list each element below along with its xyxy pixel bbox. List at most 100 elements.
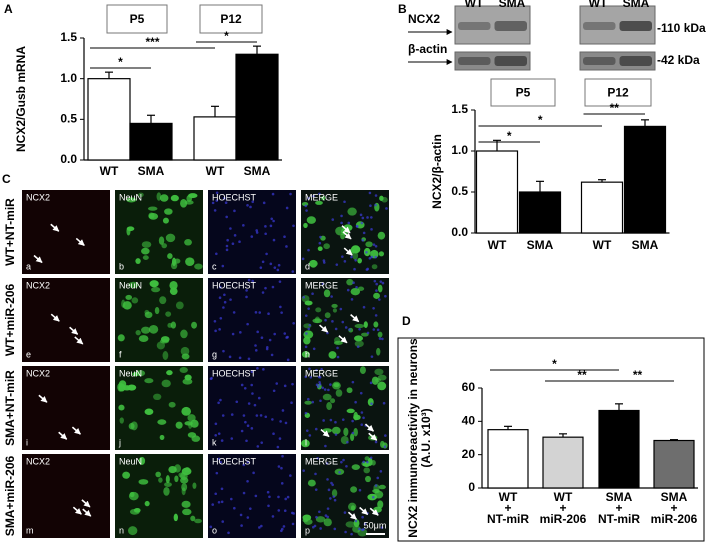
nucleus [360,221,364,225]
nucleus [268,495,271,499]
cell [192,482,197,489]
nucleus [262,368,265,371]
y-axis-label: NCX2/Gusb mRNA [14,46,28,152]
cell [365,475,371,483]
cell [377,381,387,391]
cell [173,513,179,522]
nucleus [220,439,224,442]
nucleus [218,296,222,300]
nucleus [271,418,274,421]
nucleus [240,429,244,433]
nucleus [372,243,376,246]
nucleus [231,332,235,336]
nucleus [351,419,354,423]
nucleus [324,514,328,517]
tile-letter: c [212,261,217,271]
cell [174,475,179,483]
micrograph: HOECHST g [208,278,296,362]
cell [354,323,365,329]
micrograph: NCX2 i [22,366,110,450]
nucleus [375,282,378,286]
nucleus [335,263,339,266]
x-tick-label: SMA [244,164,271,178]
cell [379,195,384,201]
cell [182,508,192,516]
nucleus [286,495,290,499]
nucleus [213,319,217,323]
nucleus [329,418,333,422]
nucleus [302,295,306,299]
nucleus [320,367,323,371]
nucleus [276,268,280,272]
nucleus [343,260,347,263]
blot-band [583,57,616,65]
cell [165,475,170,484]
cell [148,324,159,334]
nucleus [369,381,373,385]
nucleus [355,224,359,228]
nucleus [354,258,357,262]
cell [377,231,386,240]
significance-label: * [552,357,557,371]
nucleus [246,479,249,483]
nucleus [304,204,308,208]
nucleus [305,429,309,432]
cell [335,226,345,236]
nucleus [338,471,341,474]
cell [307,479,316,487]
cell [149,280,159,288]
nucleus [254,349,258,352]
cell [303,518,313,525]
nucleus [217,401,220,405]
cell [185,257,195,266]
x-tick-label: WT [488,238,507,252]
nucleus [242,414,246,417]
nucleus [271,515,275,518]
nucleus [318,383,322,386]
nucleus [343,511,347,514]
nucleus [271,285,275,289]
cell [135,258,141,264]
nucleus [281,409,285,412]
nucleus [215,191,219,195]
cell [122,471,131,479]
nucleus [350,298,354,301]
nucleus [283,384,287,388]
channel-label: HOECHST [212,456,257,466]
nucleus [257,396,261,400]
cell [180,329,188,339]
nucleus [324,318,327,322]
nucleus [365,268,369,271]
nucleus [214,329,217,333]
nucleus [376,328,380,332]
bar [623,125,667,234]
y-axis-label: (A.U. x10³) [419,408,433,467]
cell [153,393,162,401]
cell [168,465,177,474]
nucleus [285,245,288,248]
nucleus [307,307,310,310]
nucleus [256,366,259,370]
nucleus [255,414,259,417]
nucleus [214,492,218,496]
nucleus [318,192,321,196]
scale-label: 50μm [364,520,387,530]
nucleus [308,434,312,437]
arrow [38,394,48,403]
nucleus [382,401,386,405]
nucleus [226,238,229,242]
arrow [341,225,351,234]
blot-band [458,57,491,65]
nucleus [228,355,232,359]
arrow [350,314,360,323]
nucleus [272,238,276,242]
significance-label: *** [145,35,159,49]
cell [328,351,337,359]
nucleus [229,298,232,301]
cell [126,226,131,236]
micrograph: NCX2 m [22,454,110,538]
micrograph: HOECHST k [208,366,296,450]
nucleus [324,444,327,448]
nucleus [321,386,324,390]
